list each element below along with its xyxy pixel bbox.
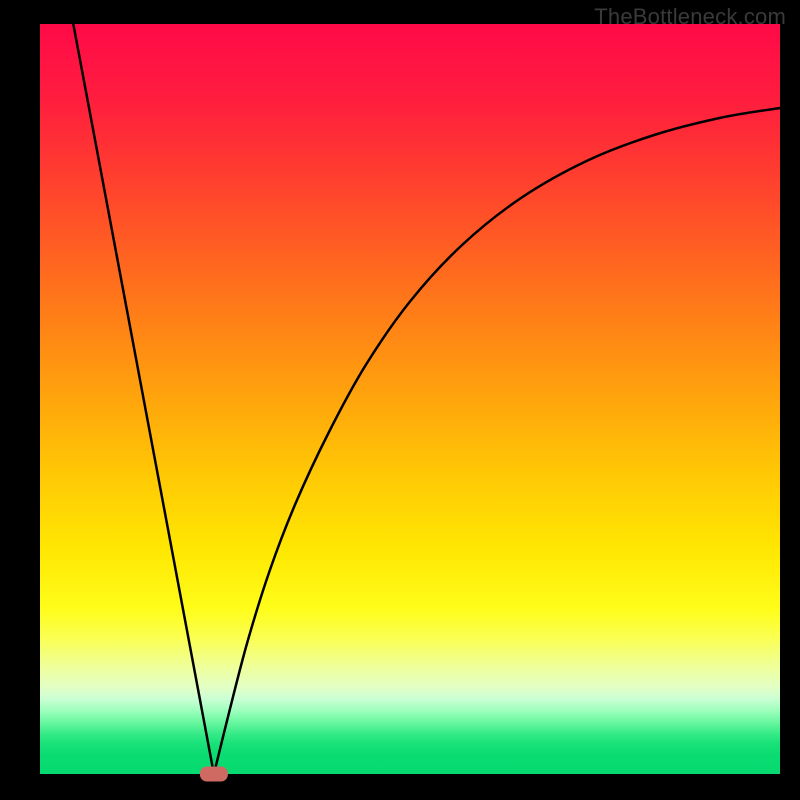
optimum-marker (200, 767, 228, 782)
watermark-text: TheBottleneck.com (594, 4, 786, 30)
bottleneck-chart (0, 0, 800, 800)
plot-gradient (40, 24, 780, 774)
chart-stage: TheBottleneck.com (0, 0, 800, 800)
